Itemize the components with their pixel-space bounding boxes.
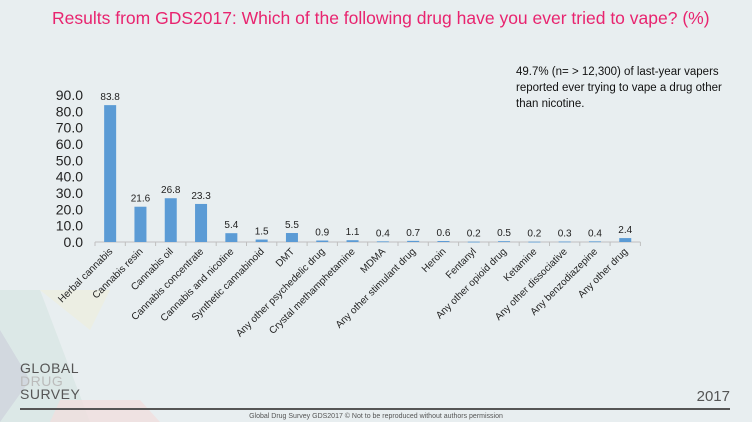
bar-value-label: 21.6 <box>131 194 151 205</box>
bar <box>104 105 117 242</box>
footer-divider <box>20 408 730 410</box>
bar <box>134 206 147 242</box>
category-label: DMT <box>274 246 297 269</box>
logo-line-survey: SURVEY <box>20 386 81 402</box>
y-tick-label: 30.0 <box>56 185 83 201</box>
bar-value-label: 23.3 <box>191 191 211 202</box>
bar <box>316 240 329 242</box>
bar-value-label: 1.5 <box>255 227 269 238</box>
bar-value-label: 0.2 <box>467 229 481 240</box>
y-tick-label: 0.0 <box>64 234 84 250</box>
category-label: MDMA <box>359 246 389 276</box>
y-tick-label: 80.0 <box>56 103 83 119</box>
category-label: Herbal cannabis <box>56 246 115 305</box>
bar <box>164 198 177 242</box>
bar-value-label: 0.9 <box>315 228 329 239</box>
y-tick-label: 20.0 <box>56 201 83 217</box>
logo-line-global: GLOBAL <box>20 360 80 376</box>
global-drug-survey-logo: GLOBAL DRUG SURVEY <box>20 360 81 402</box>
bar <box>285 233 298 242</box>
bar-value-label: 0.3 <box>558 229 572 240</box>
bar <box>588 241 601 243</box>
bar-value-label: 0.4 <box>376 228 390 239</box>
bar <box>558 241 571 243</box>
bar <box>619 238 632 242</box>
bar-value-label: 0.6 <box>436 228 450 239</box>
bar-value-label: 0.2 <box>527 229 541 240</box>
bar-value-label: 0.4 <box>588 228 602 239</box>
y-tick-label: 70.0 <box>56 120 83 136</box>
bar-value-label: 2.4 <box>618 225 632 236</box>
y-tick-label: 90.0 <box>56 87 83 103</box>
bar-value-label: 1.1 <box>346 227 360 238</box>
bar-value-label: 26.8 <box>161 185 181 196</box>
logo-line-drug: DRUG <box>20 373 64 389</box>
bar-value-label: 0.7 <box>406 228 420 239</box>
y-tick-label: 40.0 <box>56 169 83 185</box>
bar <box>376 241 389 243</box>
y-tick-label: 50.0 <box>56 152 83 168</box>
bar-value-label: 83.8 <box>100 92 120 103</box>
bar <box>255 239 268 242</box>
category-label: Heroin <box>420 246 449 275</box>
bar <box>407 240 420 242</box>
bar <box>225 233 238 242</box>
bar <box>346 240 359 242</box>
bar <box>437 241 450 242</box>
bar-value-label: 5.5 <box>285 220 299 231</box>
copyright-footer: Global Drug Survey GDS2017 © Not to be r… <box>249 413 503 420</box>
bar <box>195 203 208 242</box>
year-label: 2017 <box>696 388 730 405</box>
bar-value-label: 5.4 <box>224 220 238 231</box>
y-tick-label: 60.0 <box>56 136 83 152</box>
y-tick-label: 10.0 <box>56 218 83 234</box>
bar-chart: 0.010.020.030.040.050.060.070.080.090.0 8… <box>56 87 641 339</box>
annotation-note: 49.7% (n= > 12,300) of last-year vapers … <box>516 66 722 110</box>
bar <box>528 241 541 243</box>
chart-title: Results from GDS2017: Which of the follo… <box>52 8 710 28</box>
bar <box>467 241 480 243</box>
bar-value-label: 0.5 <box>497 228 511 239</box>
bar <box>498 241 511 242</box>
